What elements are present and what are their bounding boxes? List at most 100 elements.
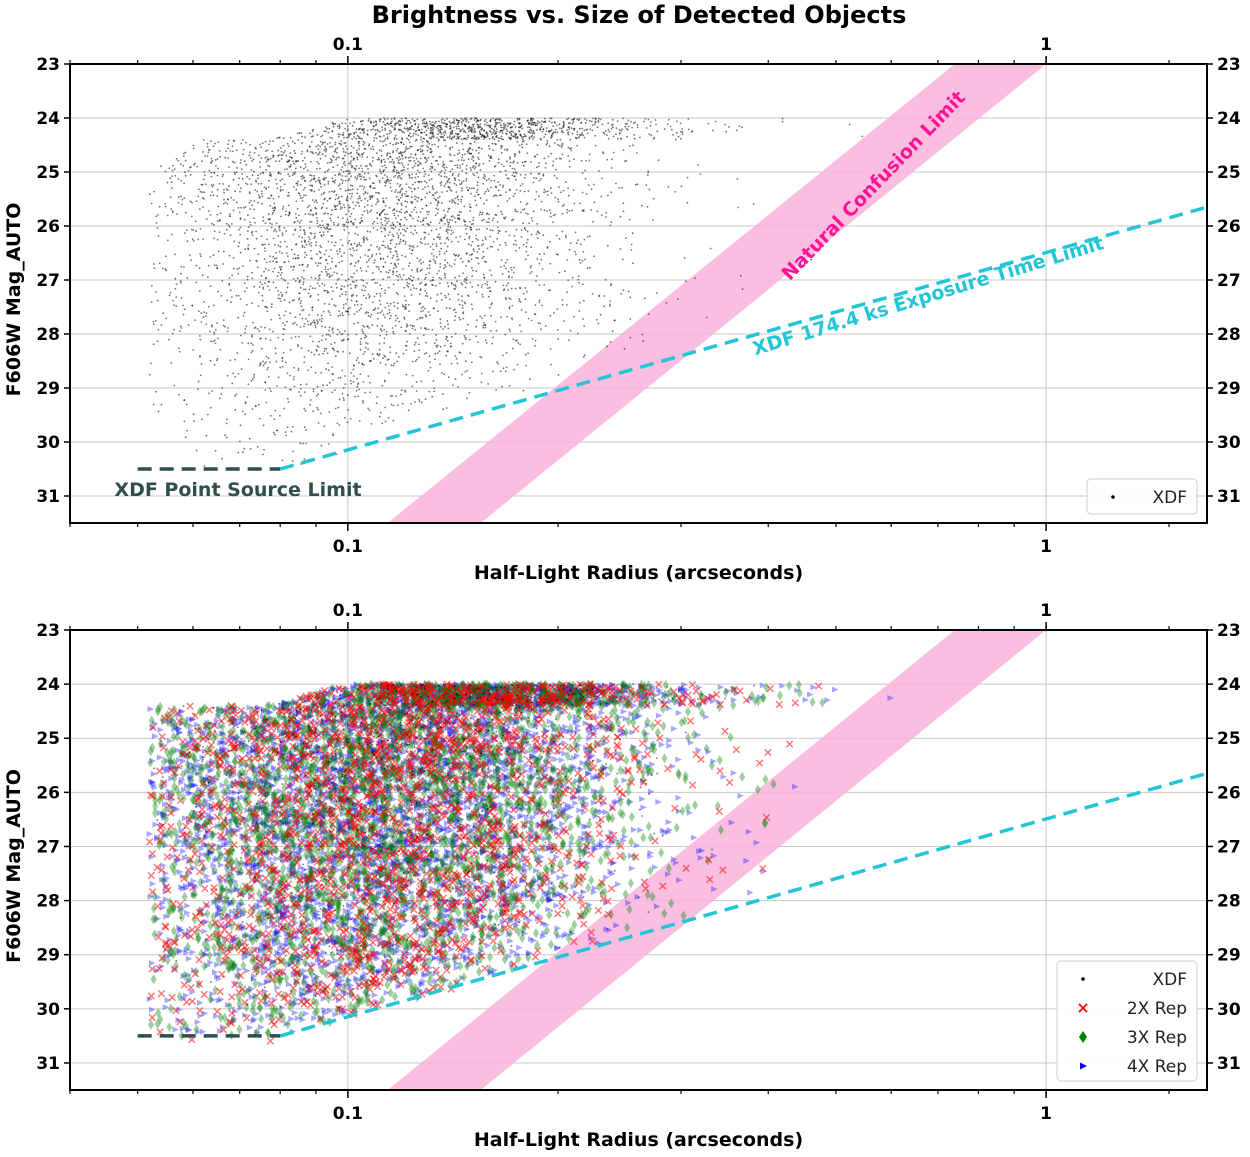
point-xdf-2780 — [578, 282, 580, 284]
point-xdf-2602 — [196, 265, 198, 267]
point-xdf-1679 — [270, 158, 272, 160]
point-xdf-1971 — [343, 307, 345, 309]
point-xdf-1036 — [363, 332, 365, 334]
point-xdf-2469 — [546, 127, 548, 129]
point-xdf-3774 — [429, 264, 431, 266]
point-xdf-1158 — [251, 302, 253, 304]
point-xdf-2282 — [427, 125, 429, 127]
point-xdf-3156 — [369, 382, 371, 384]
point-xdf-3298 — [332, 155, 334, 157]
point-xdf-3114 — [506, 285, 508, 287]
point-xdf-397 — [422, 317, 424, 319]
point-xdf-2196 — [281, 272, 283, 274]
point-xdf-711 — [275, 287, 277, 289]
point-xdf-205 — [562, 143, 564, 145]
point-xdf-3019 — [504, 242, 506, 244]
point-xdf-2972 — [419, 129, 421, 131]
point-xdf-4493 — [230, 197, 232, 199]
point-xdf-4074 — [325, 338, 327, 340]
point-xdf-2369 — [251, 336, 253, 338]
point-xdf-2688 — [407, 286, 409, 288]
point-xdf-3737 — [481, 357, 483, 359]
point-xdf-1413 — [397, 279, 399, 281]
point-xdf-2586 — [333, 181, 335, 183]
point-xdf-3785 — [635, 184, 637, 186]
point-xdf-1085 — [506, 367, 508, 369]
point-xdf-3174 — [620, 138, 622, 140]
point-xdf-661 — [527, 213, 529, 215]
point-xdf-1633 — [535, 313, 537, 315]
point-xdf-436 — [380, 412, 382, 414]
point-xdf-3118 — [493, 217, 495, 219]
point-xdf-3349 — [411, 202, 413, 204]
point-xdf-1296 — [305, 429, 307, 431]
point-xdf-292 — [227, 331, 229, 333]
point-xdf-2579 — [406, 183, 408, 185]
point-xdf-464 — [605, 212, 607, 214]
point-xdf-3152 — [520, 331, 522, 333]
point-xdf-2952 — [251, 204, 253, 206]
point-xdf-1086 — [521, 144, 523, 146]
point-xdf-265 — [343, 229, 345, 231]
point-xdf-175 — [403, 274, 405, 276]
point-xdf-3345 — [432, 329, 434, 331]
point-xdf-926 — [413, 133, 415, 135]
point-xdf-560 — [285, 431, 287, 433]
point-xdf-2018 — [362, 154, 364, 156]
point-xdf-1550 — [497, 363, 499, 365]
point-xdf-1388 — [396, 138, 398, 140]
point-xdf-1255 — [397, 148, 399, 150]
point-xdf-3457 — [442, 136, 444, 138]
y-tick-label-left: 23 — [36, 55, 60, 75]
point-xdf-1950 — [558, 186, 560, 188]
point-xdf-1619 — [557, 338, 559, 340]
point-xdf-417 — [310, 214, 312, 216]
point-xdf-2438 — [634, 122, 636, 124]
point-xdf-3730 — [384, 407, 386, 409]
point-xdf-3189 — [208, 265, 210, 267]
point-xdf-1055 — [392, 210, 394, 212]
point-xdf-1376 — [579, 203, 581, 205]
point-xdf-1140 — [418, 349, 420, 351]
point-xdf-2642 — [539, 129, 541, 131]
point-xdf-638 — [417, 170, 419, 172]
point-xdf-470 — [494, 138, 496, 140]
point-xdf-2873 — [362, 325, 364, 327]
point-xdf-3078 — [401, 178, 403, 180]
point-xdf-1453 — [459, 183, 461, 185]
point-xdf-2984 — [279, 225, 281, 227]
point-xdf-132 — [505, 124, 507, 126]
point-xdf-4046 — [381, 231, 383, 233]
point-xdf-526 — [348, 232, 350, 234]
point-xdf-1131 — [273, 238, 275, 240]
point-xdf-3648 — [349, 133, 351, 135]
point-xdf-1126 — [249, 202, 251, 204]
point-xdf-2239 — [217, 358, 219, 360]
point-xdf-1563 — [542, 268, 544, 270]
point-xdf-4157 — [537, 120, 539, 122]
point-xdf-2786 — [406, 282, 408, 284]
point-xdf-3601 — [556, 177, 558, 179]
point-xdf-2094 — [459, 319, 461, 321]
point-xdf-3933 — [444, 295, 446, 297]
point-xdf-3130 — [431, 167, 433, 169]
point-xdf-2876 — [472, 137, 474, 139]
point-xdf-3090 — [348, 179, 350, 181]
point-xdf-77 — [487, 281, 489, 283]
point-xdf-667 — [521, 229, 523, 231]
point-xdf-3014 — [502, 273, 504, 275]
point-xdf-699 — [358, 148, 360, 150]
point-xdf-3874 — [423, 175, 425, 177]
point-xdf-4192 — [408, 174, 410, 176]
point-xdf-413 — [488, 178, 490, 180]
point-xdf-740 — [305, 443, 307, 445]
point-xdf-70 — [393, 268, 395, 270]
point-xdf-3990 — [306, 254, 308, 256]
point-xdf-3917 — [532, 133, 534, 135]
point-xdf-523 — [289, 156, 291, 158]
point-xdf-3676 — [376, 129, 378, 131]
point-xdf-1759 — [354, 313, 356, 315]
point-xdf-3700 — [462, 305, 464, 307]
point-xdf-3315 — [524, 287, 526, 289]
point-xdf-2038 — [199, 267, 201, 269]
